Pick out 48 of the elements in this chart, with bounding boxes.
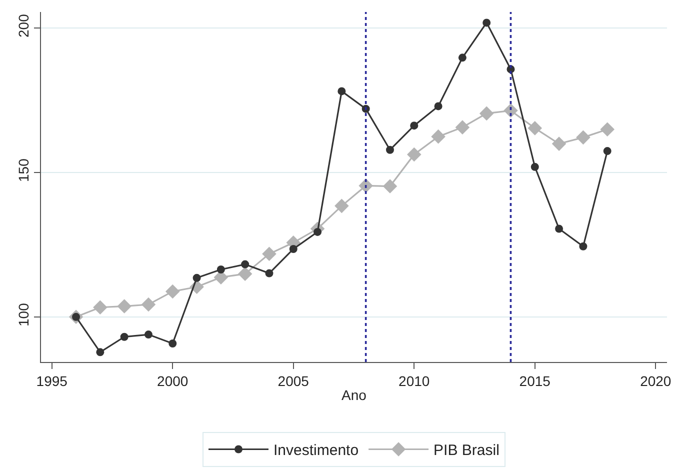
point [600,122,614,136]
point [482,18,491,27]
y-tick-label: 200 [15,14,32,38]
point [579,242,588,250]
point [192,274,201,282]
x-tick-label: 2005 [278,372,310,389]
point [406,147,422,162]
point [262,246,276,262]
point [216,266,225,274]
point [144,330,152,339]
y-tick-label: 150 [15,158,32,182]
point [289,244,298,253]
point [120,332,128,341]
legend-label: Investimento [274,442,359,460]
point [386,146,394,154]
point [165,284,180,299]
x-tick-label: 2015 [519,372,551,389]
legend-label: PIB Brasil [434,442,500,460]
point [410,122,418,130]
point [238,266,252,281]
point [96,348,104,356]
point [528,121,542,136]
point [168,340,177,348]
y-tick-label: 100 [15,302,32,326]
point [552,136,566,151]
point [382,179,398,194]
point [334,198,349,214]
point [458,54,466,62]
x-tick-label: 1995 [36,372,68,389]
point [117,299,132,314]
point [241,260,250,268]
point [555,224,564,233]
point [603,147,612,156]
x-tick-label: 2000 [157,372,188,389]
point [314,228,322,236]
point [431,129,446,144]
x-tick-label: 2020 [640,372,672,389]
x-axis-title: Ano [342,387,367,404]
point [93,300,108,315]
point [265,269,274,278]
point [455,120,470,134]
x-tick-label: 2010 [398,372,430,389]
point [530,162,539,171]
point [434,102,442,110]
point [576,130,590,145]
point [338,87,346,96]
point [479,106,494,121]
point [141,297,156,312]
